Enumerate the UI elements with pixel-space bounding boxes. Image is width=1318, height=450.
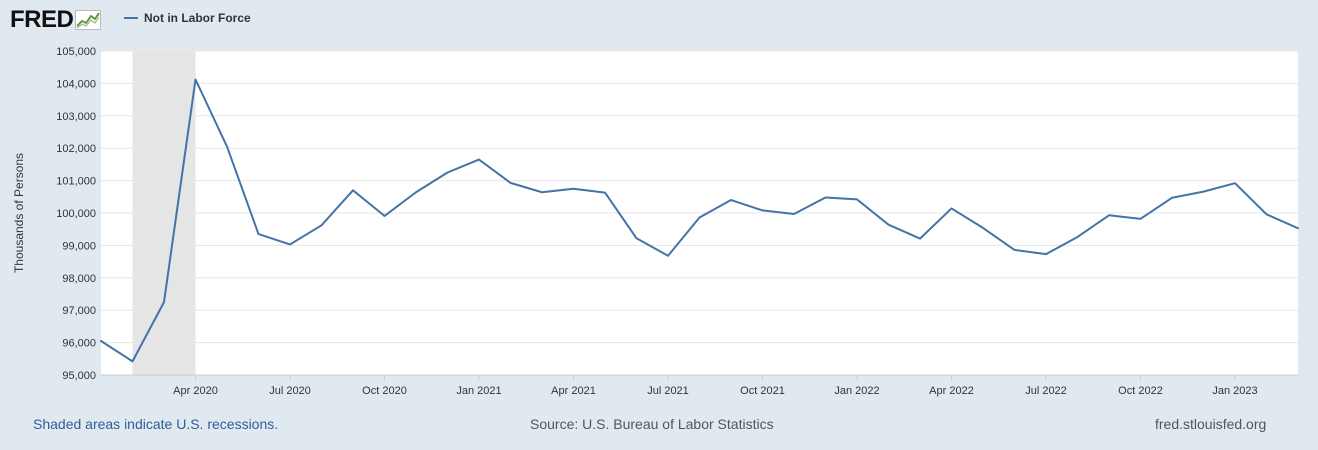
data-point — [445, 170, 451, 176]
y-tick-label: 99,000 — [62, 240, 96, 252]
data-point — [917, 236, 923, 242]
data-point — [1264, 211, 1270, 217]
chart-legend: Not in Labor Force — [124, 11, 251, 25]
y-tick-label: 97,000 — [62, 305, 96, 317]
x-tick-label: Apr 2021 — [551, 385, 596, 397]
data-point — [823, 194, 829, 200]
data-point — [287, 241, 293, 247]
x-tick-label: Apr 2020 — [173, 385, 218, 397]
x-tick-label: Jan 2021 — [456, 385, 501, 397]
y-tick-label: 104,000 — [56, 78, 96, 90]
fred-chart-logo-icon[interactable] — [75, 10, 102, 30]
data-point — [508, 180, 514, 186]
data-point — [728, 197, 734, 203]
data-point — [1201, 189, 1207, 195]
data-point — [224, 144, 230, 150]
x-tick-label: Apr 2022 — [929, 385, 974, 397]
data-point — [1106, 212, 1112, 218]
legend-series-label[interactable]: Not in Labor Force — [144, 11, 251, 25]
data-point — [1043, 251, 1049, 257]
x-tick-label: Jul 2022 — [1025, 385, 1067, 397]
y-tick-label: 103,000 — [56, 111, 96, 123]
data-point — [98, 338, 104, 344]
data-point — [161, 299, 167, 305]
y-tick-label: 98,000 — [62, 273, 96, 285]
data-point — [760, 207, 766, 213]
y-tick-label: 102,000 — [56, 143, 96, 155]
data-point — [193, 77, 199, 83]
site-link[interactable]: fred.stlouisfed.org — [1155, 416, 1267, 432]
x-tick-label: Oct 2020 — [362, 385, 407, 397]
data-point — [319, 222, 325, 228]
line-chart[interactable]: 95,000 96,000 97,000 98,000 99,000 100,000 101… — [0, 0, 1318, 410]
data-point — [539, 189, 545, 195]
source-note: Source: U.S. Bureau of Labor Statistics — [530, 416, 774, 432]
data-point — [1232, 180, 1238, 186]
x-tick-label: Jan 2023 — [1212, 385, 1257, 397]
y-tick-label: 105,000 — [56, 46, 96, 58]
data-point — [791, 211, 797, 217]
x-tick-label: Jan 2022 — [834, 385, 879, 397]
series-line — [100, 78, 1299, 363]
x-tick-label: Jul 2020 — [269, 385, 311, 397]
legend-swatch — [124, 17, 138, 19]
data-point — [571, 186, 577, 192]
data-point — [980, 225, 986, 231]
data-point — [854, 196, 860, 202]
data-point — [665, 253, 671, 259]
data-point — [1138, 216, 1144, 222]
data-point — [256, 231, 262, 237]
y-axis-title: Thousands of Persons — [12, 153, 26, 273]
data-point — [697, 215, 703, 221]
fred-header: FRED — [10, 6, 102, 34]
x-tick-label: Oct 2022 — [1118, 385, 1163, 397]
y-tick-label: 96,000 — [62, 338, 96, 350]
data-point — [886, 222, 892, 228]
data-point — [949, 205, 955, 211]
y-tick-label: 100,000 — [56, 208, 96, 220]
y-tick-label: 95,000 — [62, 370, 96, 382]
data-point — [634, 235, 640, 241]
data-point — [1169, 195, 1175, 201]
data-point — [1295, 225, 1301, 231]
y-tick-label: 101,000 — [56, 176, 96, 188]
x-tick-label: Oct 2021 — [740, 385, 785, 397]
data-point — [602, 190, 608, 196]
recession-note: Shaded areas indicate U.S. recessions. — [33, 416, 279, 432]
data-point — [350, 187, 356, 193]
x-tick-label: Jul 2021 — [647, 385, 689, 397]
data-point — [476, 157, 482, 163]
data-point — [413, 189, 419, 195]
data-point — [130, 358, 136, 364]
data-point — [382, 213, 388, 219]
fred-logo-text[interactable]: FRED — [10, 6, 74, 33]
data-point — [1075, 234, 1081, 240]
data-point — [1012, 247, 1018, 253]
